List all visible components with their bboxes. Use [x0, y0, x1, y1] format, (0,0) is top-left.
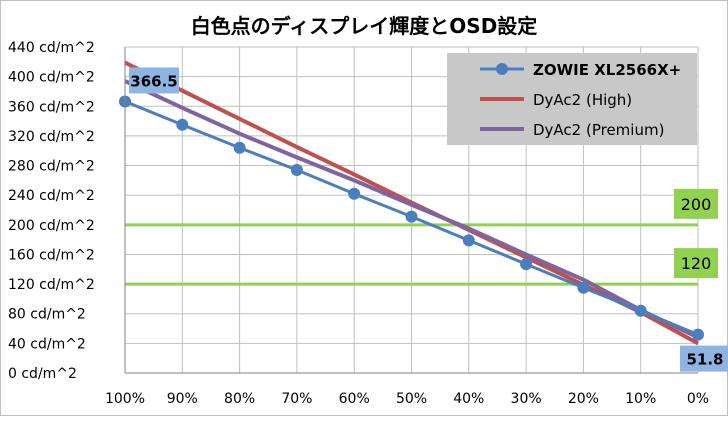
x-tick-label: 50%	[396, 391, 427, 407]
y-tick-label: 240 cd/m^2	[8, 188, 95, 204]
chart-title: 白色点のディスプレイ輝度とOSD設定	[191, 14, 538, 38]
data-point	[577, 281, 590, 294]
y-tick-label: 120 cd/m^2	[8, 277, 95, 293]
legend-label-0: ZOWIE XL2566X+	[533, 61, 681, 79]
data-label-box	[129, 67, 179, 94]
x-tick-label: 30%	[511, 391, 542, 407]
y-tick-label: 200 cd/m^2	[8, 218, 95, 234]
data-label: 366.5	[130, 72, 177, 90]
x-tick-label: 100%	[105, 391, 145, 407]
y-tick-label: 360 cd/m^2	[8, 99, 95, 115]
y-tick-label: 0 cd/m^2	[8, 366, 77, 382]
x-tick-label: 70%	[281, 391, 312, 407]
legend-marker-0	[496, 63, 508, 75]
y-tick-label: 80 cd/m^2	[8, 307, 86, 323]
data-point	[405, 210, 418, 223]
reference-label-box-120	[674, 248, 718, 279]
x-tick-label: 80%	[224, 391, 255, 407]
x-tick-label: 60%	[339, 391, 370, 407]
legend-label-2: DyAc2 (Premium)	[533, 121, 664, 139]
data-point	[462, 234, 475, 247]
data-point	[520, 258, 533, 271]
x-tick-label: 20%	[568, 391, 599, 407]
x-tick-label: 10%	[625, 391, 656, 407]
y-tick-label: 160 cd/m^2	[8, 247, 95, 263]
y-tick-label: 280 cd/m^2	[8, 159, 95, 175]
reference-label-200: 200	[681, 195, 712, 214]
data-point	[233, 141, 246, 154]
y-tick-label: 400 cd/m^2	[8, 70, 95, 86]
data-point	[176, 118, 189, 131]
legend-label-1: DyAc2 (High)	[533, 91, 632, 109]
data-point	[634, 304, 647, 317]
data-point	[290, 163, 303, 176]
series-line-2	[124, 79, 699, 340]
x-tick-label: 90%	[167, 391, 198, 407]
y-tick-label: 40 cd/m^2	[8, 336, 86, 352]
reference-label-box-200	[674, 188, 718, 219]
y-tick-label: 320 cd/m^2	[8, 129, 95, 145]
data-point	[692, 328, 704, 341]
reference-label-120: 120	[681, 254, 712, 273]
y-tick-label: 440 cd/m^2	[8, 40, 95, 56]
data-point	[348, 187, 361, 200]
x-tick-label: 0%	[687, 391, 709, 407]
x-tick-label: 40%	[453, 391, 484, 407]
data-label: 51.8	[686, 351, 723, 369]
data-label-box	[680, 345, 728, 372]
